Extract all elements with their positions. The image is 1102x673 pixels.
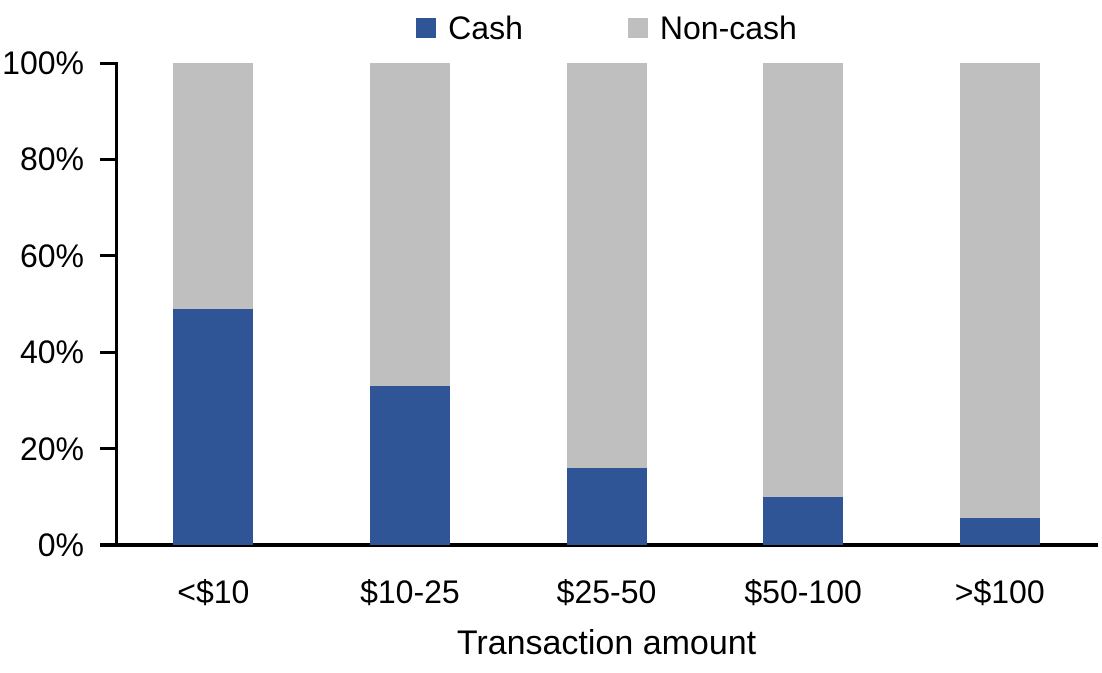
y-axis-tick	[100, 157, 118, 161]
y-axis-tick	[100, 254, 118, 258]
legend-item-label: Non-cash	[659, 10, 797, 46]
x-axis-title: Transaction amount	[456, 624, 757, 662]
y-tick-label: 100%	[2, 45, 84, 81]
bar-segment-non-cash	[566, 63, 647, 468]
x-axis-line	[100, 543, 1098, 547]
legend-item-label: Cash	[448, 10, 523, 46]
y-tick-label: 20%	[19, 430, 84, 467]
x-tick-label: $10-25	[360, 574, 460, 610]
bar-segment-non-cash	[369, 63, 450, 386]
bar-segment-cash	[763, 496, 844, 545]
legend-item: Cash	[416, 10, 523, 46]
bar-segment-cash	[369, 385, 450, 545]
y-axis-tick	[100, 350, 118, 354]
y-axis-tick	[100, 61, 118, 65]
y-axis-tick	[100, 543, 118, 547]
y-tick-label: 80%	[19, 141, 84, 178]
x-tick-label: $25-50	[556, 574, 657, 610]
bar-segment-non-cash	[959, 63, 1040, 519]
y-tick-label: 60%	[19, 237, 84, 274]
bar-segment-cash	[566, 467, 647, 545]
x-tick-label: $50-100	[744, 574, 862, 610]
legend-item: Non-cash	[627, 10, 797, 46]
bar-segment-cash	[173, 308, 254, 545]
x-tick-label: >$100	[954, 574, 1045, 610]
x-tick-label: <$10	[177, 574, 250, 610]
y-axis-tick	[100, 447, 118, 451]
y-axis-line	[115, 63, 118, 547]
y-tick-label: 40%	[19, 334, 84, 371]
legend-swatch-icon	[416, 18, 437, 38]
y-tick-label: 0%	[37, 527, 84, 563]
bar-segment-non-cash	[763, 63, 844, 497]
bar-segment-cash	[959, 518, 1040, 545]
legend: Cash Non-cash	[115, 10, 1098, 46]
legend-swatch-icon	[627, 18, 648, 38]
bar-segment-non-cash	[173, 63, 254, 309]
